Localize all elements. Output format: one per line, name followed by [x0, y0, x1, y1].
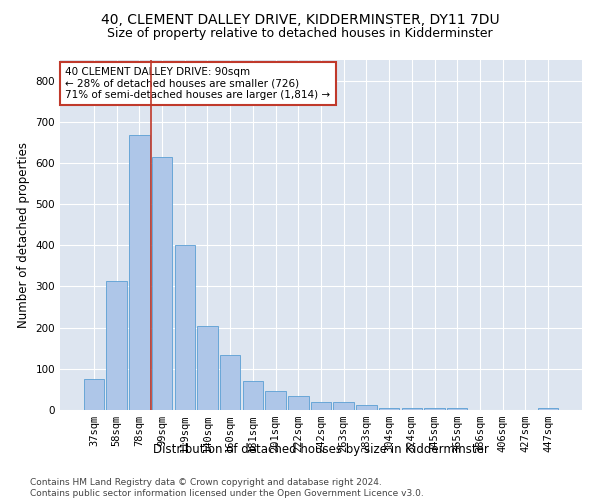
Bar: [288, 396, 308, 410]
Bar: [311, 402, 331, 410]
Bar: [265, 391, 286, 410]
Bar: [401, 408, 422, 410]
Text: 40 CLEMENT DALLEY DRIVE: 90sqm
← 28% of detached houses are smaller (726)
71% of: 40 CLEMENT DALLEY DRIVE: 90sqm ← 28% of …: [65, 67, 331, 100]
Bar: [334, 402, 354, 410]
Text: Distribution of detached houses by size in Kidderminster: Distribution of detached houses by size …: [153, 442, 489, 456]
Bar: [242, 381, 263, 410]
Bar: [106, 281, 127, 410]
Bar: [84, 379, 104, 410]
Bar: [220, 355, 241, 410]
Bar: [197, 326, 218, 410]
Text: 40, CLEMENT DALLEY DRIVE, KIDDERMINSTER, DY11 7DU: 40, CLEMENT DALLEY DRIVE, KIDDERMINSTER,…: [101, 12, 499, 26]
Bar: [152, 157, 172, 410]
Y-axis label: Number of detached properties: Number of detached properties: [17, 142, 30, 328]
Bar: [175, 246, 195, 410]
Text: Contains HM Land Registry data © Crown copyright and database right 2024.
Contai: Contains HM Land Registry data © Crown c…: [30, 478, 424, 498]
Bar: [129, 135, 149, 410]
Text: Size of property relative to detached houses in Kidderminster: Size of property relative to detached ho…: [107, 28, 493, 40]
Bar: [379, 408, 400, 410]
Bar: [424, 408, 445, 410]
Bar: [538, 408, 558, 410]
Bar: [447, 408, 467, 410]
Bar: [356, 406, 377, 410]
